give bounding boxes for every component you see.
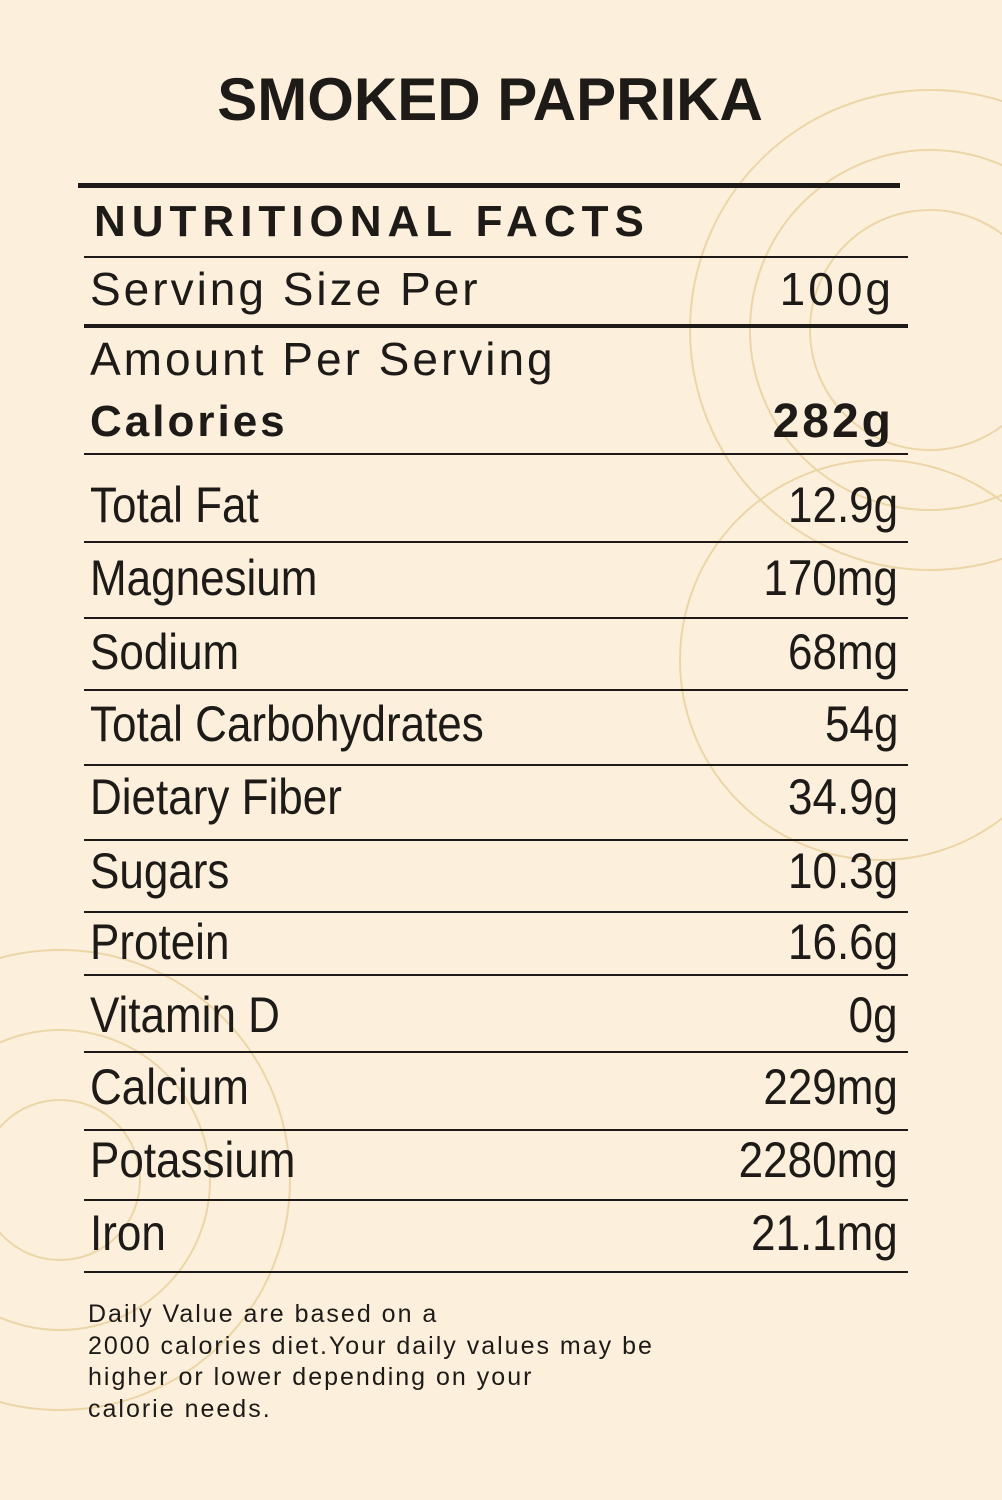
nutrient-name: Calcium <box>90 1059 249 1115</box>
rule <box>84 974 908 976</box>
rule <box>84 617 908 619</box>
amount-label: Amount Per Serving <box>90 333 556 385</box>
nutrient-name: Potassium <box>90 1132 296 1188</box>
calories-value: 282g <box>772 395 894 448</box>
serving-label: Serving Size Per <box>90 263 481 315</box>
rule <box>84 839 908 841</box>
rule <box>84 324 908 328</box>
nutrient-value: 54g <box>824 696 898 752</box>
nutrient-name: Total Fat <box>90 477 259 533</box>
nutrient-name: Sugars <box>90 843 230 899</box>
rule <box>78 183 900 188</box>
nutrient-value: 16.6g <box>787 914 898 970</box>
product-title: SMOKED PAPRIKA <box>217 66 763 133</box>
rule <box>84 1129 908 1131</box>
nutrient-value: 2280mg <box>738 1132 898 1188</box>
nutrient-name: Total Carbohydrates <box>90 696 484 752</box>
footnote-line: 2000 calories diet.Your daily values may… <box>88 1331 654 1360</box>
footnote-line: higher or lower depending on your <box>88 1363 534 1391</box>
calories-label: Calories <box>90 397 288 446</box>
nutrient-name: Vitamin D <box>90 987 280 1043</box>
nutrient-value: 12.9g <box>787 477 898 533</box>
rule <box>84 689 908 691</box>
nutrient-value: 170mg <box>763 550 898 606</box>
nutrient-name: Protein <box>90 914 230 970</box>
rule <box>84 256 908 258</box>
nutrient-name: Sodium <box>90 624 240 680</box>
serving-value: 100g <box>779 263 894 315</box>
nutrient-name: Iron <box>90 1205 166 1261</box>
facts-header: NUTRITIONAL FACTS <box>94 197 650 246</box>
nutrient-value: 229mg <box>763 1059 898 1115</box>
nutrient-name: Magnesium <box>90 550 318 606</box>
rule <box>84 764 908 766</box>
footnote-line: Daily Value are based on a <box>88 1300 439 1328</box>
rule <box>84 453 908 455</box>
nutrient-value: 0g <box>849 987 898 1043</box>
nutrient-value: 68mg <box>787 624 898 680</box>
footnote-line: calorie needs. <box>88 1394 272 1423</box>
nutrient-value: 34.9g <box>787 769 898 825</box>
rule <box>84 1271 908 1273</box>
rule <box>84 1199 908 1201</box>
rule <box>84 911 908 913</box>
nutrient-value: 10.3g <box>787 843 898 899</box>
nutrient-value: 21.1mg <box>751 1205 898 1261</box>
rule <box>84 1051 908 1053</box>
nutrient-name: Dietary Fiber <box>90 769 342 825</box>
rule <box>84 541 908 543</box>
